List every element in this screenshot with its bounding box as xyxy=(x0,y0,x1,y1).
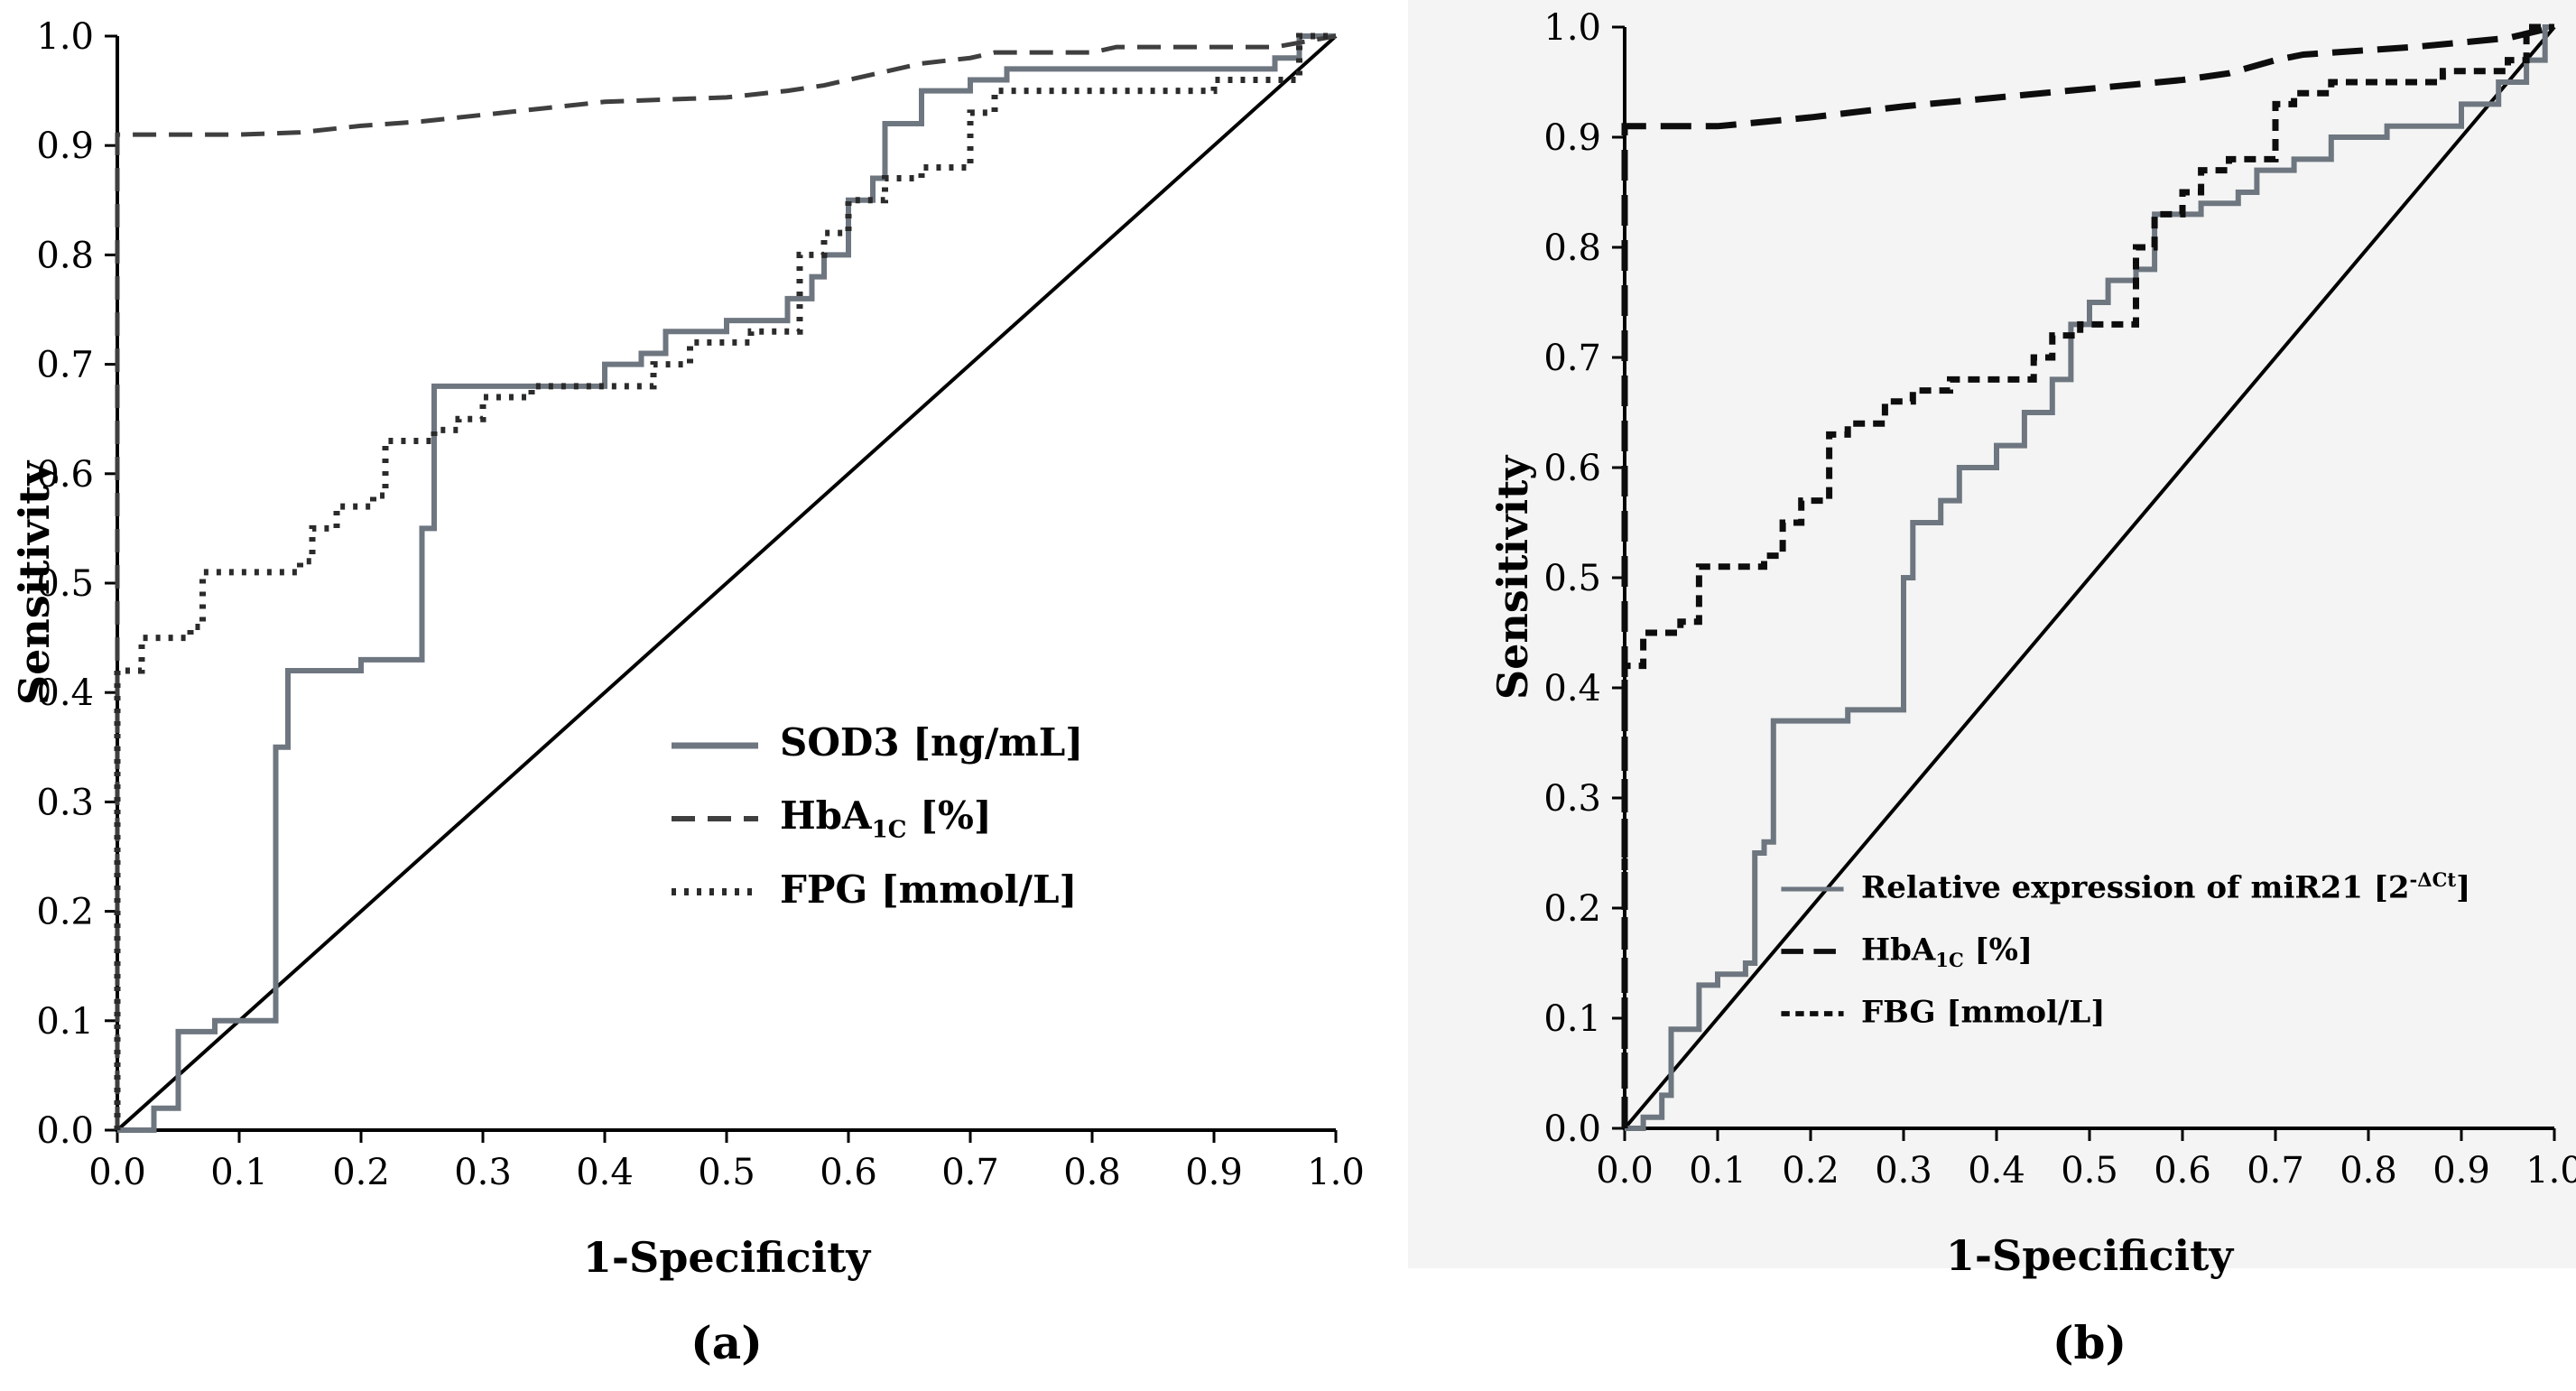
legend-swatch-sod3 xyxy=(672,742,758,749)
y-tick-label: 0.6 xyxy=(1543,448,1601,489)
x-tick-label: 0.1 xyxy=(1689,1150,1747,1192)
legend-text: FBG [mmol/L] xyxy=(1861,994,2106,1031)
reference-diagonal xyxy=(116,34,1338,1132)
x-tick-label: 0.8 xyxy=(2340,1150,2397,1192)
y-tick-label: 0.3 xyxy=(36,782,94,823)
roc-curve-2 xyxy=(114,32,1336,1130)
legend-text-sub: 1C xyxy=(1935,949,1964,972)
x-tick-label: 0.5 xyxy=(698,1152,755,1193)
y-tick-label: 0.3 xyxy=(1543,778,1601,820)
y-axis-label-b: Sensitivity xyxy=(1488,455,1537,700)
legend-label-hba1c-b: HbA1C [%] xyxy=(1861,931,2033,971)
legend-item-mir21: Relative expression of miR21 [2-ΔCt] xyxy=(1780,868,2470,909)
x-tick-label: 0.9 xyxy=(1185,1152,1243,1193)
legend-text: ] xyxy=(2456,869,2471,906)
legend-item-fbg: FBG [mmol/L] xyxy=(1780,993,2470,1034)
x-tick-label: 0.1 xyxy=(210,1152,268,1193)
legend-a: SOD3 [ng/mL] HbA1C [%] FPG [mmol/L] xyxy=(670,720,1083,917)
x-tick-label: 0.8 xyxy=(1063,1152,1121,1193)
legend-text: HbA xyxy=(780,793,872,839)
y-tick-label: 0.1 xyxy=(36,1001,94,1043)
y-tick-label: 0.9 xyxy=(1543,117,1601,159)
x-tick-label: 0.4 xyxy=(576,1152,634,1193)
legend-text: [%] xyxy=(1963,932,2034,969)
legend-text: HbA xyxy=(1861,932,1936,969)
y-tick-label: 1.0 xyxy=(36,16,94,58)
y-tick-label: 0.0 xyxy=(1543,1108,1601,1150)
legend-label-mir21: Relative expression of miR21 [2-ΔCt] xyxy=(1861,868,2470,909)
roc-curve-1 xyxy=(1621,23,2555,1128)
legend-text: Relative expression of miR21 [2 xyxy=(1861,869,2410,906)
x-tick-label: 0.3 xyxy=(1875,1150,1932,1192)
legend-label-fpg: FPG [mmol/L] xyxy=(780,867,1077,917)
roc-chart-b: 0.0 0.1 0.2 0.3 0.4 0.5 0.6 0.7 0.8 0.9 1.0 0.0 0.1 0… xyxy=(1543,7,2576,1192)
legend-swatch-fbg xyxy=(1781,1010,1844,1016)
y-tick-label: 0.7 xyxy=(1543,338,1601,379)
y-tick-label: 0.0 xyxy=(36,1110,94,1152)
legend-text: SOD3 [ng/mL] xyxy=(780,720,1084,765)
x-tick-label: 0.9 xyxy=(2432,1150,2490,1192)
legend-item-sod3: SOD3 [ng/mL] xyxy=(670,720,1083,770)
x-tick-label: 0.0 xyxy=(88,1152,146,1193)
x-tick-label: 0.6 xyxy=(820,1152,877,1193)
legend-swatch-mir21 xyxy=(1781,886,1844,892)
legend-swatch-fpg xyxy=(672,888,758,896)
legend-label-hba1c-a: HbA1C [%] xyxy=(780,793,992,843)
roc-chart-a: 0.0 0.1 0.2 0.3 0.4 0.5 0.6 0.7 0.8 0.9 1.0 0.0 0.1 0… xyxy=(36,16,1365,1193)
panel-b-background xyxy=(1408,0,2576,1268)
roc-curve-1 xyxy=(115,33,1337,1130)
x-tick-label: 1.0 xyxy=(2525,1150,2576,1192)
x-tick-label: 0.7 xyxy=(941,1152,999,1193)
legend-item-fpg: FPG [mmol/L] xyxy=(670,867,1083,917)
legend-label-fbg: FBG [mmol/L] xyxy=(1861,993,2105,1034)
y-tick-label: 0.8 xyxy=(36,235,94,276)
y-tick-label: 0.6 xyxy=(36,454,94,496)
panel-b: 0.0 0.1 0.2 0.3 0.4 0.5 0.6 0.7 0.8 0.9 1.0 0.0 0.1 0… xyxy=(1408,0,2576,1391)
legend-text-sub: 1C xyxy=(871,816,907,844)
x-axis-label-b: 1-Specificity xyxy=(1945,1231,2234,1280)
panel-caption-a: (a) xyxy=(690,1316,763,1369)
x-tick-label: 0.5 xyxy=(2061,1150,2118,1192)
x-tick-label: 0.0 xyxy=(1596,1150,1654,1192)
x-tick-label: 0.4 xyxy=(1968,1150,2025,1192)
panel-caption-b: (b) xyxy=(2052,1316,2127,1369)
y-tick-label: 0.2 xyxy=(36,892,94,933)
legend-item-hba1c-a: HbA1C [%] xyxy=(670,793,1083,844)
x-tick-label: 0.2 xyxy=(332,1152,390,1193)
legend-swatch-hba1c-a xyxy=(672,816,758,822)
panel-a: 0.0 0.1 0.2 0.3 0.4 0.5 0.6 0.7 0.8 0.9 1.0 0.0 0.1 0… xyxy=(10,16,1365,1369)
y-tick-label: 0.2 xyxy=(1543,888,1601,930)
y-tick-label: 0.4 xyxy=(36,672,94,714)
y-tick-label: 1.0 xyxy=(1543,7,1601,49)
legend-text: FPG [mmol/L] xyxy=(780,867,1078,912)
legend-text: [%] xyxy=(906,793,992,839)
y-tick-label: 0.5 xyxy=(36,563,94,605)
roc-curve-0 xyxy=(117,33,1336,1133)
roc-curve-2 xyxy=(1621,23,2554,1128)
roc-curve-0 xyxy=(1625,24,2554,1131)
y-tick-label: 0.5 xyxy=(1543,558,1601,599)
legend-label-sod3: SOD3 [ng/mL] xyxy=(780,720,1083,770)
reference-diagonal xyxy=(1623,25,2556,1130)
x-axis-label-a: 1-Specificity xyxy=(582,1233,871,1282)
x-tick-label: 0.7 xyxy=(2247,1150,2304,1192)
legend-swatch-hba1c-b xyxy=(1781,948,1844,954)
legend-b: Relative expression of miR21 [2-ΔCt] HbA… xyxy=(1780,868,2470,1034)
y-axis-label-a: Sensitivity xyxy=(10,460,59,706)
y-tick-label: 0.1 xyxy=(1543,998,1601,1040)
y-tick-label: 0.4 xyxy=(1543,668,1601,709)
x-tick-label: 0.3 xyxy=(454,1152,512,1193)
x-tick-label: 0.6 xyxy=(2154,1150,2211,1192)
x-tick-label: 0.2 xyxy=(1782,1150,1839,1192)
legend-text-sup: -ΔCt xyxy=(2409,868,2457,891)
y-tick-label: 0.9 xyxy=(36,125,94,167)
legend-item-hba1c-b: HbA1C [%] xyxy=(1780,931,2470,971)
y-tick-label: 0.7 xyxy=(36,345,94,386)
y-tick-label: 0.8 xyxy=(1543,227,1601,269)
x-tick-label: 1.0 xyxy=(1307,1152,1365,1193)
